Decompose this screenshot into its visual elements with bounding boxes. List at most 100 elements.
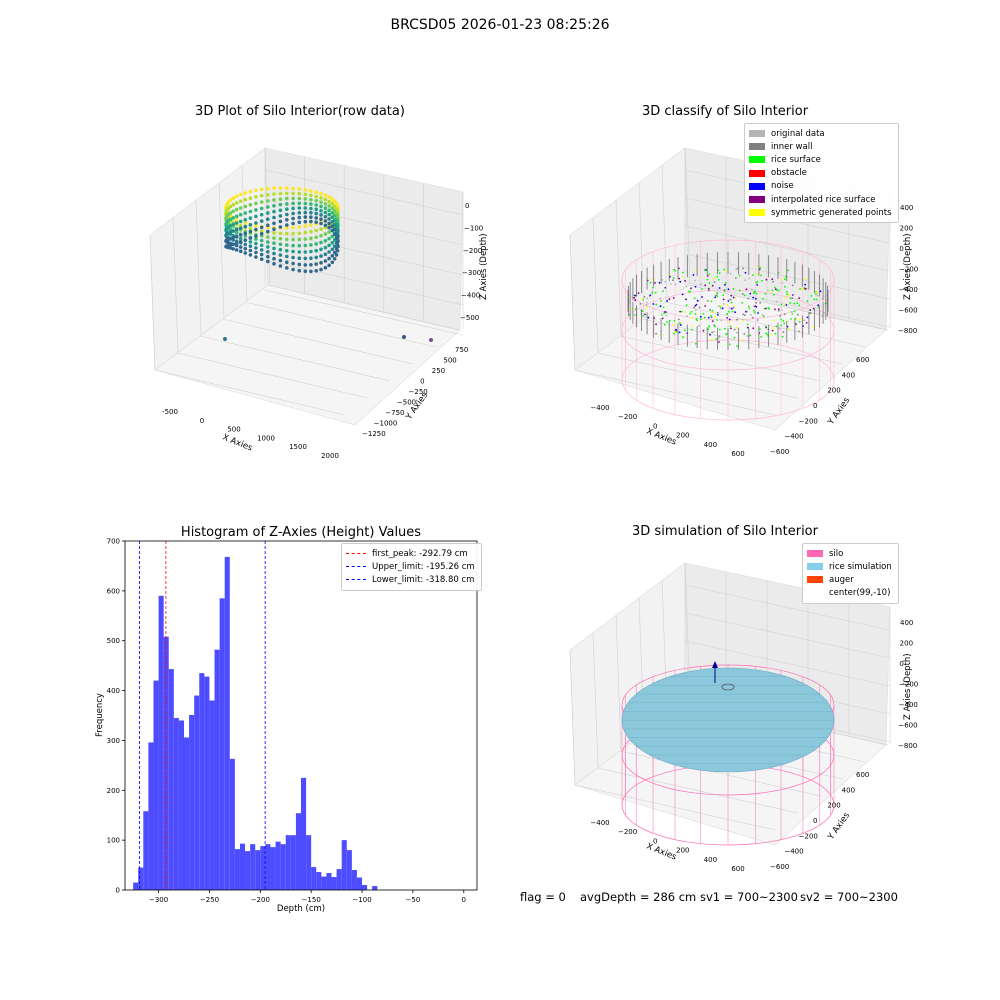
raw-cloud-point [332,250,337,255]
raw-outlier-point [402,335,406,339]
legend-item: rice simulation [807,560,892,573]
classify-point [694,309,697,311]
legend-item: obstacle [749,167,892,180]
raw-cloud-point [243,204,248,209]
raw-cloud-point [323,193,328,198]
raw-cloud-point [319,221,323,226]
classify-point [770,334,773,336]
histogram-frame [124,540,478,891]
classify-point [790,311,793,313]
legend-label: symmetric generated points [771,207,892,218]
raw-cloud-point [234,227,239,232]
classify-point [735,277,737,279]
raw-3d-box [149,147,464,426]
raw-cloud-point [319,191,323,196]
classify-point [712,277,715,280]
classify-point [702,329,705,332]
classify-point [741,301,744,304]
classify-point [666,321,668,323]
raw-outlier-point [223,337,227,341]
classify-point [725,281,727,284]
simulation-y-label: Y Axies [826,810,853,842]
classify-point [787,269,790,272]
classify-point [679,280,682,283]
raw-cloud-point [309,256,313,260]
classify-point [727,300,730,302]
raw-z-tick-label: −100 [464,224,483,232]
raw-cloud-point [243,224,248,229]
raw-cloud-point [278,219,283,224]
classify-point [780,318,782,321]
classify-point [732,296,735,299]
raw-cloud-point [266,199,270,203]
classify-point [730,294,733,297]
raw-x-tick-label: 500 [227,426,240,434]
raw-y-tick-label: −1000 [374,420,398,428]
legend-item: interpolated rice surface [749,193,892,206]
classify-point [774,332,777,335]
histogram-bar [260,846,266,890]
raw-cloud-point [303,256,308,261]
classify-point [654,282,656,284]
raw-cloud-point [285,243,289,247]
classify-point [673,332,675,335]
histogram-bar [265,844,271,890]
histogram-y-label: Frequency [95,693,105,737]
raw-cloud-point [266,186,270,191]
classify-point [798,304,801,307]
histogram-bar [270,847,276,890]
raw-z-tick-label: −500 [460,314,479,322]
histogram-x-ticks: −300 −250 −200 −150 −100 −50 0 [149,890,466,904]
classify-point [727,288,730,291]
classify-point [664,280,667,283]
raw-cloud-point [330,241,335,245]
histogram-bar [336,869,342,890]
classify-point [654,291,657,294]
histogram-y-tick-label: 700 [107,538,120,546]
classify-point [714,325,716,328]
raw-cloud-point [330,206,335,210]
histogram-bar [280,844,286,890]
raw-cloud-point [272,192,276,196]
raw-cloud-point [272,221,276,226]
raw-cloud-point [238,245,243,249]
raw-cloud-point [285,207,289,211]
raw-cloud-point [259,243,264,248]
legend-item: symmetric generated points [749,206,892,219]
raw-y-ticks: 750 500 250 0 −250 −500 −750 −1000 −1250 [362,346,468,438]
raw-cloud-point [335,224,340,229]
classify-point [754,305,757,307]
classify-point [690,287,692,290]
legend-item: original data [749,127,892,140]
classify-x-tick-label: 0 [653,422,657,430]
raw-cloud-point [238,233,243,237]
legend-swatch [807,550,823,558]
histogram-bar [219,598,225,890]
classify-point [678,321,681,324]
classify-point [726,317,729,319]
classify-point [664,286,667,289]
raw-cloud-point [234,194,239,198]
simulation-z-tick-label: −800 [898,742,917,750]
raw-cloud-point [309,269,313,274]
classify-point [812,326,815,328]
raw-cloud-point [285,231,289,236]
classify-point [745,288,748,291]
histogram-bar [168,669,174,890]
classify-point [729,343,731,346]
classify-point [684,279,686,282]
raw-cloud-point [327,230,331,234]
raw-cloud-point [234,241,239,245]
raw-cloud-point [254,221,258,225]
raw-cloud-point [266,240,270,244]
raw-cloud-point [234,234,239,239]
raw-cloud-point [254,234,258,238]
raw-cloud-point [291,225,295,230]
raw-cloud-point [234,248,239,252]
classify-point [696,319,698,322]
classify-point [701,296,703,298]
raw-cloud-point [291,255,295,260]
legend-swatch [749,143,765,151]
legend-label: auger [829,574,854,585]
classify-point [660,300,662,302]
